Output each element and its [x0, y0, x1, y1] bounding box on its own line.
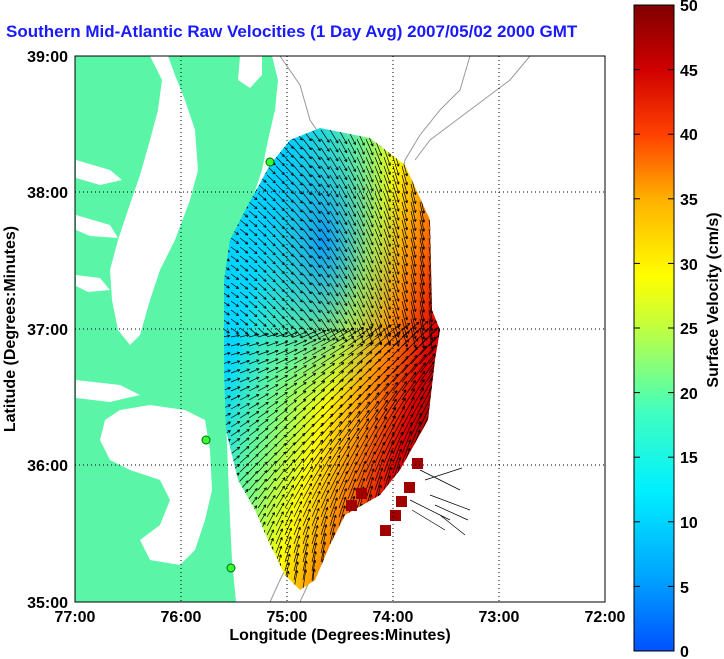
station-marker[interactable] [201, 435, 211, 445]
velocity-field [224, 128, 440, 590]
station-marker[interactable] [226, 563, 236, 573]
sound-water [100, 405, 212, 565]
colorbar-tick-label: 25 [680, 321, 698, 338]
colorbar-tick-label: 10 [680, 515, 698, 532]
colorbar-tick-label: 0 [680, 644, 689, 659]
x-tick-label: 73:00 [479, 609, 520, 626]
colorbar-tick-label: 30 [680, 257, 698, 274]
grid-lines [75, 56, 605, 602]
x-axis-label: Longitude (Degrees:Minutes) [229, 627, 450, 644]
x-tick-label: 74:00 [373, 609, 414, 626]
colorbar-label: Surface Velocity (cm/s) [705, 212, 722, 387]
map-title: Southern Mid-Atlantic Raw Velocities (1 … [6, 22, 578, 41]
y-tick-label: 36:00 [27, 458, 68, 475]
outlier-cells [346, 458, 423, 536]
colorbar-tick-label: 20 [680, 386, 698, 403]
bay-water [110, 56, 198, 345]
radar-stations [201, 157, 275, 573]
plot-area [75, 56, 605, 602]
colorbar-tick-label: 5 [680, 580, 689, 597]
y-tick-label: 37:00 [27, 322, 68, 339]
y-tick-label: 39:00 [27, 49, 68, 66]
x-axis: 77:00 76:00 75:00 74:00 73:00 72:00 Long… [55, 609, 626, 644]
station-marker[interactable] [265, 157, 275, 167]
colorbar-tick-label: 45 [680, 63, 698, 80]
colorbar-gradient [633, 4, 675, 652]
plot-frame [74, 55, 606, 603]
y-tick-label: 35:00 [27, 595, 68, 612]
colorbar-tick-label: 35 [680, 192, 698, 209]
x-tick-label: 77:00 [55, 609, 96, 626]
y-tick-label: 38:00 [27, 185, 68, 202]
outlier-arrows [409, 467, 471, 536]
y-axis: 39:00 38:00 37:00 36:00 35:00 Latitude (… [2, 49, 68, 612]
x-tick-label: 75:00 [267, 609, 308, 626]
colorbar-tick-label: 15 [680, 450, 698, 467]
y-axis-label: Latitude (Degrees:Minutes) [2, 226, 19, 432]
x-tick-label: 76:00 [161, 609, 202, 626]
colorbar: 50 45 40 35 30 25 20 15 10 5 0 Surface V… [633, 0, 722, 659]
colorbar-tick-label: 50 [680, 0, 698, 15]
x-tick-label: 72:00 [585, 609, 626, 626]
colorbar-tick-label: 40 [680, 127, 698, 144]
